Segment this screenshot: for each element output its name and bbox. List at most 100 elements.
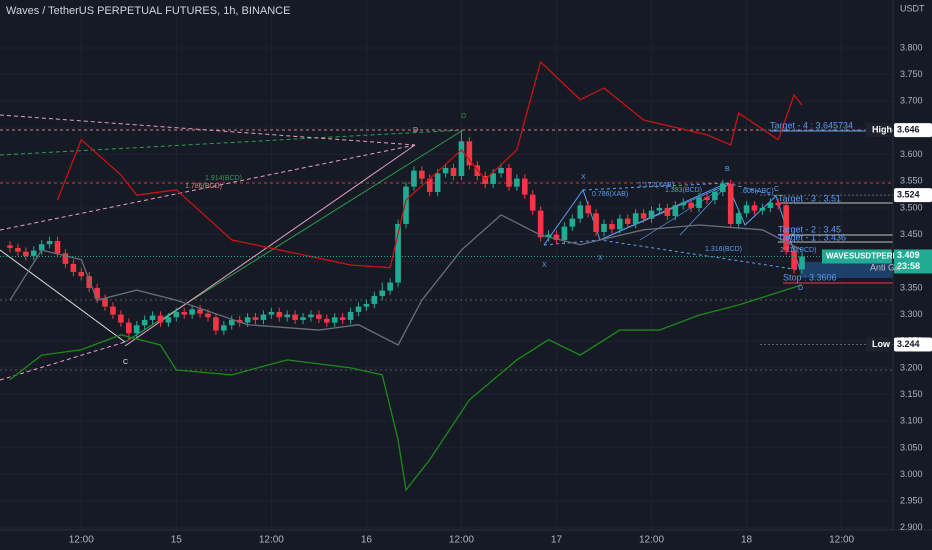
candle-body — [347, 311, 354, 320]
axis-unit: USDT — [900, 3, 925, 13]
annotation: 2.118(BCD) — [780, 247, 816, 254]
y-tick-label: 3.700 — [900, 96, 923, 106]
price-tag-name — [866, 123, 892, 138]
annotation: X — [598, 255, 603, 262]
candle-body — [260, 314, 267, 320]
candle-body — [522, 178, 528, 195]
y-tick-label: 3.300 — [900, 309, 923, 319]
annotation: D — [413, 127, 418, 134]
symbol-tag — [822, 249, 892, 264]
candle-body — [181, 311, 188, 315]
candle-body — [680, 202, 686, 206]
annotation: Target - 3 : 3.51 — [778, 193, 841, 203]
y-tick-label: 3.600 — [900, 149, 923, 159]
candle-body — [783, 205, 789, 251]
candle-body — [624, 218, 631, 224]
candle-body — [268, 311, 275, 315]
y-tick-label: 3.100 — [900, 416, 923, 426]
symbol-name: WAVESUSDTPERP — [826, 252, 899, 261]
zone — [800, 262, 893, 278]
price-tag — [894, 123, 932, 138]
candle-body — [149, 315, 156, 320]
annotation: 1.914(BCD) — [205, 175, 242, 182]
x-tick-label: 12:00 — [639, 535, 664, 546]
pattern-leg — [0, 144, 416, 231]
candle-body — [727, 183, 734, 224]
indicator-line — [9, 214, 803, 346]
candle-body — [15, 247, 21, 252]
pattern-leg — [124, 129, 464, 343]
y-tick-label: 2.950 — [900, 496, 923, 506]
candle-body — [86, 276, 92, 288]
candle-body — [94, 287, 100, 299]
x-tick-label: 12:00 — [829, 535, 854, 546]
countdown: 23:58 — [897, 261, 920, 271]
candle-body — [102, 298, 108, 307]
candle-body — [720, 183, 726, 192]
candle-body — [78, 271, 85, 277]
x-tick-label: 18 — [741, 535, 753, 546]
candle-body — [640, 213, 647, 219]
candle-body — [561, 226, 568, 240]
candle-body — [799, 256, 805, 270]
y-tick-label: 2.900 — [900, 522, 923, 532]
candle-body — [70, 263, 77, 272]
candle-body — [514, 178, 520, 187]
pattern-leg — [0, 341, 126, 381]
candle-body — [173, 311, 180, 318]
y-tick-label: 3.350 — [900, 282, 923, 292]
candle-body — [205, 313, 211, 318]
candle-body — [704, 197, 710, 200]
x-tick-label: 12:00 — [449, 535, 474, 546]
y-tick-label: 3.550 — [900, 176, 923, 186]
candle-body — [371, 295, 378, 304]
annotation: 1.172(XAB) — [638, 182, 674, 189]
candle-body — [7, 245, 13, 248]
annotation: D — [798, 285, 803, 292]
y-tick-label: 3.050 — [900, 442, 923, 452]
candle-body — [577, 205, 584, 219]
candle-body — [126, 322, 132, 334]
candle-body — [284, 314, 290, 318]
candle-body — [300, 317, 306, 320]
chart-title: Waves / TetherUS PERPETUAL FUTURES, 1h, … — [6, 5, 290, 17]
grid — [0, 0, 893, 530]
annotation: X — [542, 262, 547, 269]
x-tick-label: 12:00 — [69, 535, 94, 546]
candle-body — [141, 319, 148, 326]
annotation: 0.786(XAB) — [592, 191, 628, 198]
indicator-line — [56, 60, 803, 269]
candle-body — [466, 141, 473, 166]
candle-body — [228, 319, 235, 326]
candle-body — [426, 178, 433, 192]
candle-body — [331, 317, 338, 323]
y-tick-label: 3.500 — [900, 202, 923, 212]
annotation: Target - 2 : 3.45 — [778, 224, 841, 234]
last-tag — [894, 249, 932, 274]
candle-body — [617, 218, 623, 230]
pattern-leg — [0, 129, 464, 156]
candle-body — [387, 282, 393, 291]
candle-body — [458, 141, 465, 176]
candle-body — [585, 205, 591, 214]
candle-body — [276, 311, 283, 318]
candle-body — [545, 234, 552, 238]
candle-body — [62, 253, 69, 264]
annotation: X — [581, 174, 586, 181]
candle-body — [569, 218, 576, 227]
y-tick-label: 3.800 — [900, 42, 923, 52]
pattern-leg — [0, 114, 416, 146]
candle-body — [133, 325, 140, 334]
candle-body — [118, 314, 124, 323]
candle-body — [363, 303, 370, 307]
annotation: 1.316(BCD) — [705, 246, 742, 253]
candle-body — [664, 207, 671, 216]
candle-body — [213, 317, 219, 331]
candle-body — [411, 170, 417, 187]
candle-body — [490, 173, 496, 184]
annotation: Stop : 3.3606 — [783, 272, 837, 282]
candle-body — [189, 309, 195, 315]
pattern-leg — [0, 249, 126, 343]
